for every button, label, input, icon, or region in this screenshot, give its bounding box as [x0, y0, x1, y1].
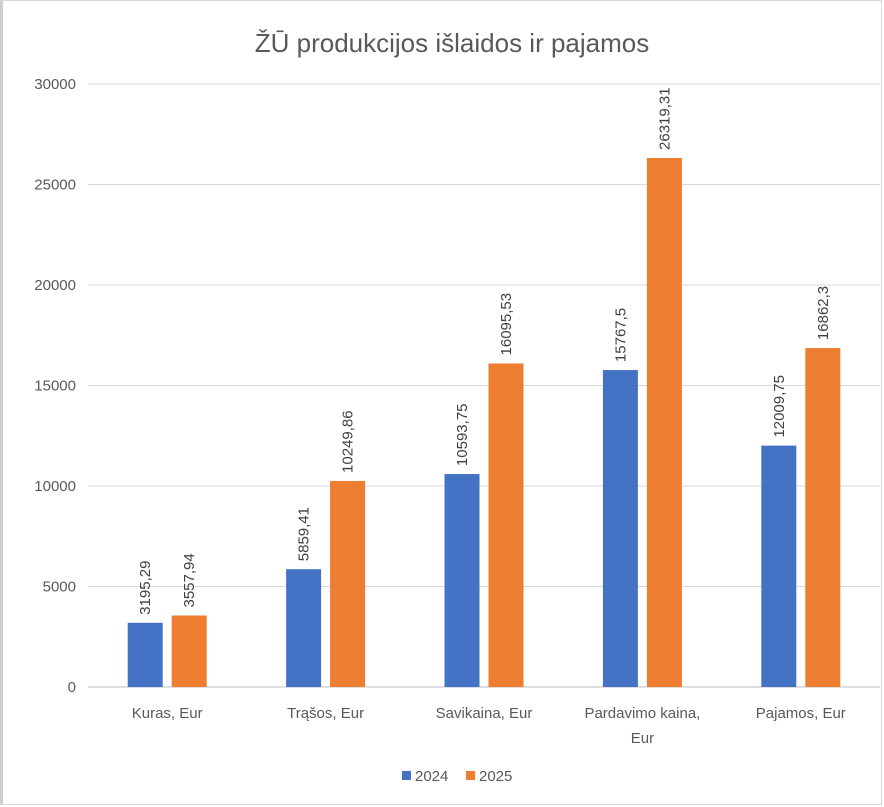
data-label-2024-2: 10593,75	[454, 403, 471, 466]
data-label-2025-3: 26319,31	[656, 87, 673, 150]
bar-2025-2	[488, 363, 524, 687]
data-label-2025-0: 3557,94	[181, 553, 198, 607]
y-tick-label: 25000	[34, 177, 76, 194]
legend-swatch-2025	[466, 771, 475, 780]
data-label-2024-3: 15767,5	[612, 308, 629, 362]
bar-2024-4	[761, 445, 797, 687]
bar-2025-1	[330, 480, 366, 687]
y-tick-label: 5000	[43, 579, 76, 596]
data-label-2025-2: 16095,53	[498, 293, 515, 356]
gridlines	[88, 83, 880, 688]
bar-2025-3	[646, 157, 682, 687]
chart-title: ŽŪ produkcijos išlaidos ir pajamos	[255, 28, 649, 58]
y-axis-ticks: 0 5000 10000 15000 20000 25000 30000	[34, 76, 76, 696]
category-label: Eur	[631, 730, 654, 747]
data-labels: 3195,29 3557,94 5859,41 10249,86 10593,75 160…	[137, 87, 832, 614]
x-axis-categories: Kuras, Eur Trąšos, Eur Savikaina, Eur Parda…	[132, 705, 846, 747]
legend-label-2025: 2025	[479, 768, 512, 785]
category-label: Savikaina, Eur	[436, 705, 533, 722]
bar-2024-1	[286, 569, 322, 687]
category-label: Kuras, Eur	[132, 705, 203, 722]
legend: 2024 2025	[402, 768, 512, 785]
bar-2024-3	[602, 370, 638, 687]
legend-swatch-2024	[402, 771, 411, 780]
y-tick-label: 10000	[34, 478, 76, 495]
y-tick-label: 30000	[34, 76, 76, 93]
y-tick-label: 20000	[34, 277, 76, 294]
y-tick-label: 15000	[34, 378, 76, 395]
data-label-2024-1: 5859,41	[296, 507, 313, 561]
category-label: Trąšos, Eur	[287, 705, 364, 722]
bar-2024-0	[127, 622, 163, 687]
data-label-2025-1: 10249,86	[340, 410, 357, 473]
bars	[127, 157, 841, 687]
bar-2025-0	[171, 615, 207, 687]
category-label: Pardavimo kaina,	[584, 705, 700, 722]
category-label: Pajamos, Eur	[756, 705, 846, 722]
data-label-2024-0: 3195,29	[137, 561, 154, 615]
bar-2025-4	[805, 348, 841, 687]
data-label-2024-4: 12009,75	[771, 375, 788, 438]
data-label-2025-4: 16862,3	[815, 286, 832, 340]
bar-2024-2	[444, 474, 480, 687]
legend-label-2024: 2024	[415, 768, 448, 785]
y-tick-label: 0	[68, 679, 76, 696]
